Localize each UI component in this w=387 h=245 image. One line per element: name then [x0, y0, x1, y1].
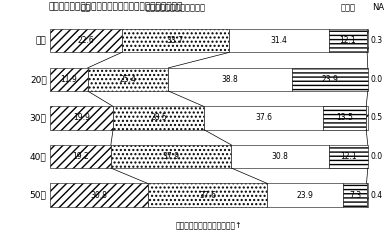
Bar: [267, 184, 343, 207]
Text: 37.6: 37.6: [199, 191, 216, 199]
Bar: [113, 106, 204, 130]
Text: 20代: 20代: [30, 75, 46, 84]
Text: 12.1: 12.1: [340, 37, 356, 45]
Text: どちらかといえば「いいえ」↑: どちらかといえば「いいえ」↑: [176, 221, 242, 230]
Bar: [343, 184, 366, 207]
Bar: [111, 145, 231, 168]
Text: 23.9: 23.9: [297, 191, 314, 199]
Bar: [329, 29, 367, 52]
Text: 30.8: 30.8: [90, 191, 107, 199]
Text: NA: NA: [372, 3, 384, 12]
Text: 7.3: 7.3: [349, 191, 361, 199]
Bar: [50, 184, 148, 207]
Bar: [329, 145, 368, 168]
Bar: [168, 68, 292, 91]
Bar: [50, 29, 122, 52]
Text: 28.5: 28.5: [150, 113, 167, 122]
Text: 40代: 40代: [30, 152, 46, 161]
Text: 30代: 30代: [30, 113, 46, 122]
Text: いいえ: いいえ: [341, 3, 355, 12]
Text: 33.7: 33.7: [167, 37, 184, 45]
Text: どちらかといえば「はい」: どちらかといえば「はい」: [145, 3, 205, 12]
Text: 11.9: 11.9: [60, 75, 77, 84]
Text: 0.4: 0.4: [370, 191, 382, 199]
Bar: [148, 184, 267, 207]
Text: 22.6: 22.6: [77, 37, 94, 45]
Bar: [50, 145, 111, 168]
Bar: [204, 106, 323, 130]
Bar: [231, 145, 329, 168]
Text: 19.2: 19.2: [72, 152, 89, 161]
Bar: [366, 106, 368, 130]
Text: 0.5: 0.5: [370, 113, 382, 122]
Text: はい: はい: [81, 3, 91, 12]
Text: 30.8: 30.8: [272, 152, 289, 161]
Text: 全体: 全体: [36, 37, 46, 45]
Text: 13.5: 13.5: [336, 113, 353, 122]
Bar: [50, 68, 87, 91]
Text: 38.8: 38.8: [222, 75, 238, 84]
Text: 23.9: 23.9: [321, 75, 338, 84]
Text: 加工食品や惣菜の添加物の表示は必ず確認してから買う: 加工食品や惣菜の添加物の表示は必ず確認してから買う: [48, 3, 183, 12]
Text: 31.4: 31.4: [270, 37, 287, 45]
Text: 19.9: 19.9: [73, 113, 90, 122]
Text: 0.3: 0.3: [371, 37, 383, 45]
Bar: [323, 106, 366, 130]
Bar: [367, 29, 368, 52]
Bar: [229, 29, 329, 52]
Text: 37.9: 37.9: [163, 152, 180, 161]
Bar: [366, 184, 368, 207]
Bar: [292, 68, 368, 91]
Text: 50代: 50代: [30, 191, 46, 199]
Text: 0.0: 0.0: [370, 152, 382, 161]
Text: 12.1: 12.1: [340, 152, 357, 161]
Text: 0.0: 0.0: [370, 75, 382, 84]
Bar: [87, 68, 168, 91]
Text: 25.4: 25.4: [120, 75, 137, 84]
Bar: [122, 29, 229, 52]
Text: 37.6: 37.6: [255, 113, 272, 122]
Bar: [50, 106, 113, 130]
